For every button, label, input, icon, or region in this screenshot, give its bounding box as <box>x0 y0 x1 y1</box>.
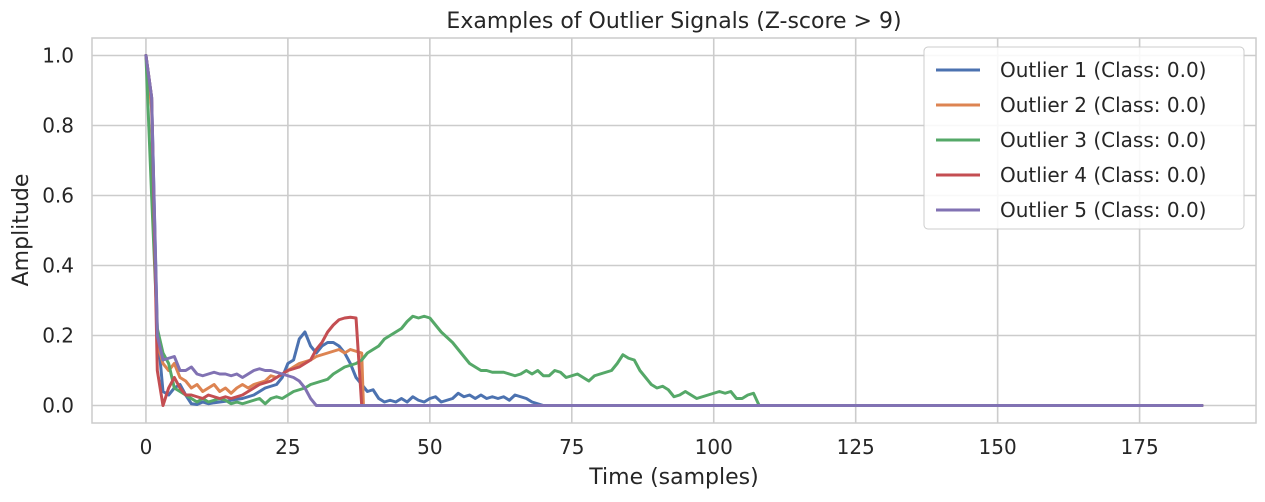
chart-title: Examples of Outlier Signals (Z-score > 9… <box>446 9 901 34</box>
x-tick-label: 100 <box>695 435 733 459</box>
series-line-5 <box>144 54 1204 407</box>
legend-label-1: Outlier 1 (Class: 0.0) <box>1000 58 1206 82</box>
series-layer <box>144 54 1204 407</box>
x-tick-label: 150 <box>979 435 1017 459</box>
x-tick-label: 0 <box>140 435 153 459</box>
y-tick-label: 1.0 <box>42 44 74 68</box>
legend-label-2: Outlier 2 (Class: 0.0) <box>1000 93 1206 117</box>
legend-box <box>923 46 1245 230</box>
x-tick-label: 50 <box>417 435 442 459</box>
y-tick-label: 0.0 <box>42 394 74 418</box>
series-line-3 <box>144 54 1204 407</box>
y-tick-label: 0.2 <box>42 324 74 348</box>
series-line-2 <box>144 54 1204 407</box>
y-axis-title: Amplitude <box>9 174 34 287</box>
x-tick-label: 75 <box>559 435 584 459</box>
series-line-1 <box>144 54 1204 407</box>
y-tick-label: 0.4 <box>42 254 74 278</box>
series-line-4 <box>144 54 1204 407</box>
y-tick-label: 0.6 <box>42 184 74 208</box>
y-tick-label: 0.8 <box>42 114 74 138</box>
x-axis-title: Time (samples) <box>588 465 758 490</box>
legend-label-3: Outlier 3 (Class: 0.0) <box>1000 128 1206 152</box>
x-tick-label: 175 <box>1121 435 1159 459</box>
tick-labels: 0 25 50 75 100 125 150 175 0.0 0.2 0.4 0.6 0.8 1.0 <box>42 44 1159 460</box>
legend: Outlier 1 (Class: 0.0) Outlier 2 (Class: … <box>923 46 1245 230</box>
legend-label-4: Outlier 4 (Class: 0.0) <box>1000 163 1206 187</box>
legend-label-5: Outlier 5 (Class: 0.0) <box>1000 198 1206 222</box>
x-tick-label: 25 <box>275 435 300 459</box>
x-tick-label: 125 <box>837 435 875 459</box>
